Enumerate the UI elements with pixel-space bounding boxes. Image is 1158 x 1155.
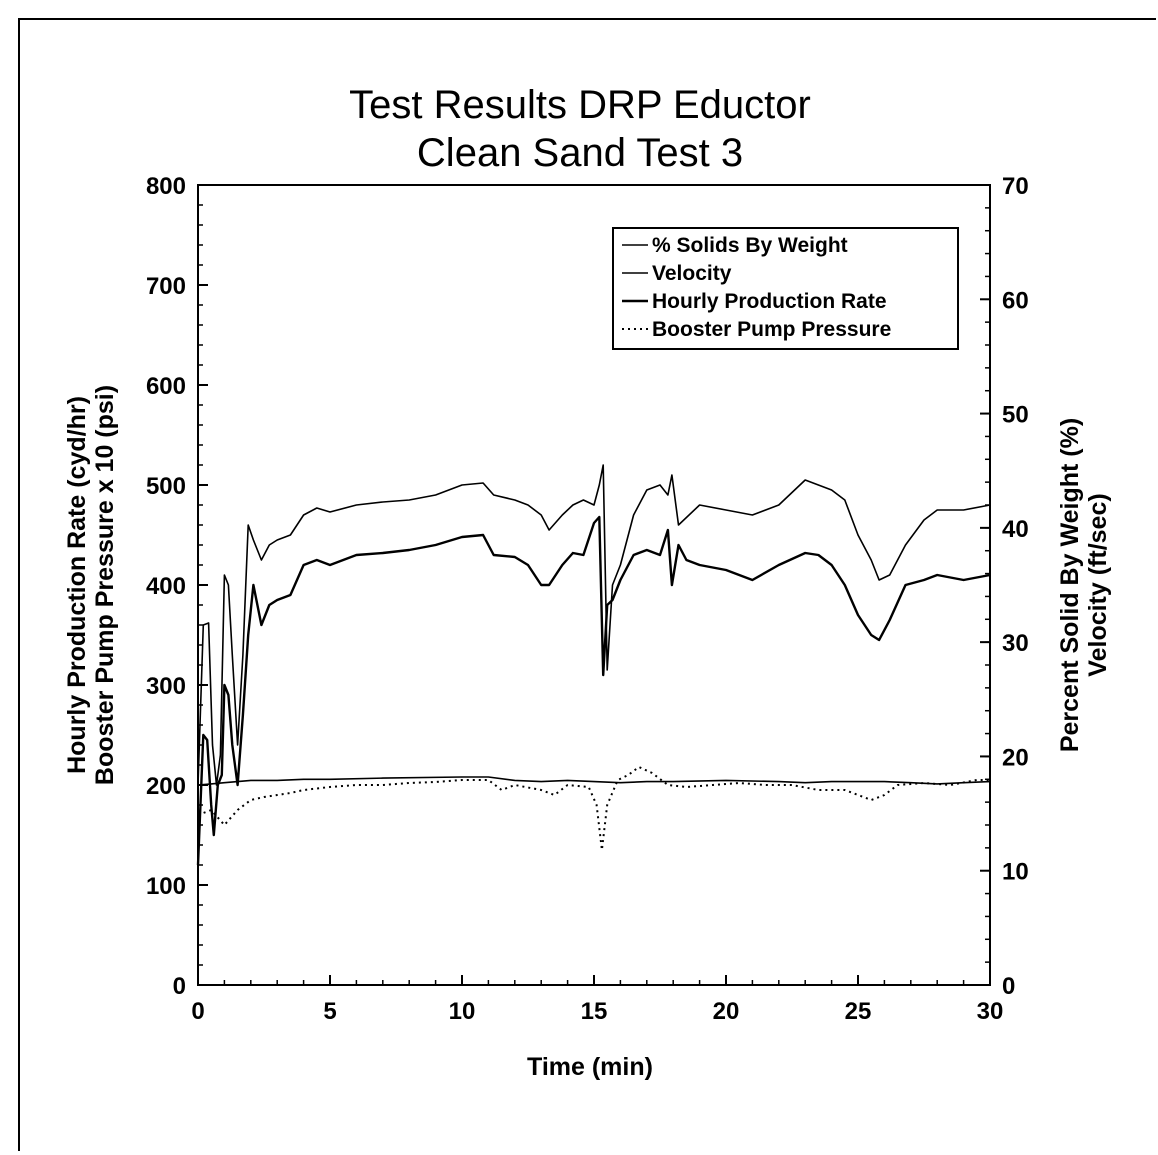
y-right-tick-label: 0 [1002, 973, 1015, 1000]
x-tick-label: 5 [323, 998, 336, 1025]
y-right-tick-label: 40 [1002, 516, 1029, 543]
y-right-tick-label: 50 [1002, 402, 1029, 429]
y-left-tick-label: 500 [146, 473, 186, 500]
y-left-tick-label: 800 [146, 173, 186, 200]
y-left-tick-label: 0 [173, 973, 186, 1000]
legend-label: Hourly Production Rate [652, 290, 887, 313]
y-left-label-line-2: Booster Pump Pressure x 10 (psi) [91, 385, 119, 785]
x-tick-label: 20 [713, 998, 740, 1025]
plot-series [196, 464, 991, 866]
series-line-booster-pump-pressure [197, 766, 990, 851]
x-tick-label: 30 [977, 998, 1004, 1025]
chart-title-line-2: Clean Sand Test 3 [417, 131, 743, 175]
y-right-tick-label: 30 [1002, 630, 1029, 657]
x-tick-label: 15 [581, 998, 608, 1025]
y-right-tick-label: 20 [1002, 744, 1029, 771]
legend-label: Booster Pump Pressure [652, 318, 891, 341]
y-left-tick-label: 300 [146, 673, 186, 700]
figure-border [18, 18, 1156, 1151]
y-left-tick-label: 600 [146, 373, 186, 400]
series-line-velocity [197, 776, 991, 786]
y-right-tick-label: 10 [1002, 859, 1029, 886]
y-left-label-line-1: Hourly Production Rate (cyd/hr) [63, 396, 91, 774]
legend-label: Velocity [652, 262, 732, 285]
series-line-solids-by-weight [197, 464, 991, 786]
legend: % Solids By Weight Velocity Hourly Product… [612, 227, 959, 350]
y-right-tick-label: 70 [1002, 173, 1029, 200]
x-tick-label: 10 [449, 998, 476, 1025]
y-left-tick-label: 700 [146, 273, 186, 300]
y-right-label-line-2: Velocity (ft/sec) [1084, 493, 1112, 676]
series-line-hourly-production-rate [196, 515, 991, 866]
y-left-tick-label: 200 [146, 773, 186, 800]
plot-axes: 0 5 10 15 20 25 300100200300400500600700800010… [146, 173, 1029, 1025]
y-left-tick-label: 400 [146, 573, 186, 600]
x-tick-label: 25 [845, 998, 872, 1025]
legend-box [612, 227, 959, 350]
y-right-tick-label: 60 [1002, 287, 1029, 314]
chart-title-line-1: Test Results DRP Eductor [349, 83, 811, 127]
x-axis-label: Time (min) [527, 1053, 653, 1081]
x-tick-label: 0 [191, 998, 204, 1025]
y-left-tick-label: 100 [146, 873, 186, 900]
legend-label: % Solids By Weight [652, 234, 848, 257]
y-right-label-line-1: Percent Solid By Weight (%) [1056, 418, 1084, 752]
